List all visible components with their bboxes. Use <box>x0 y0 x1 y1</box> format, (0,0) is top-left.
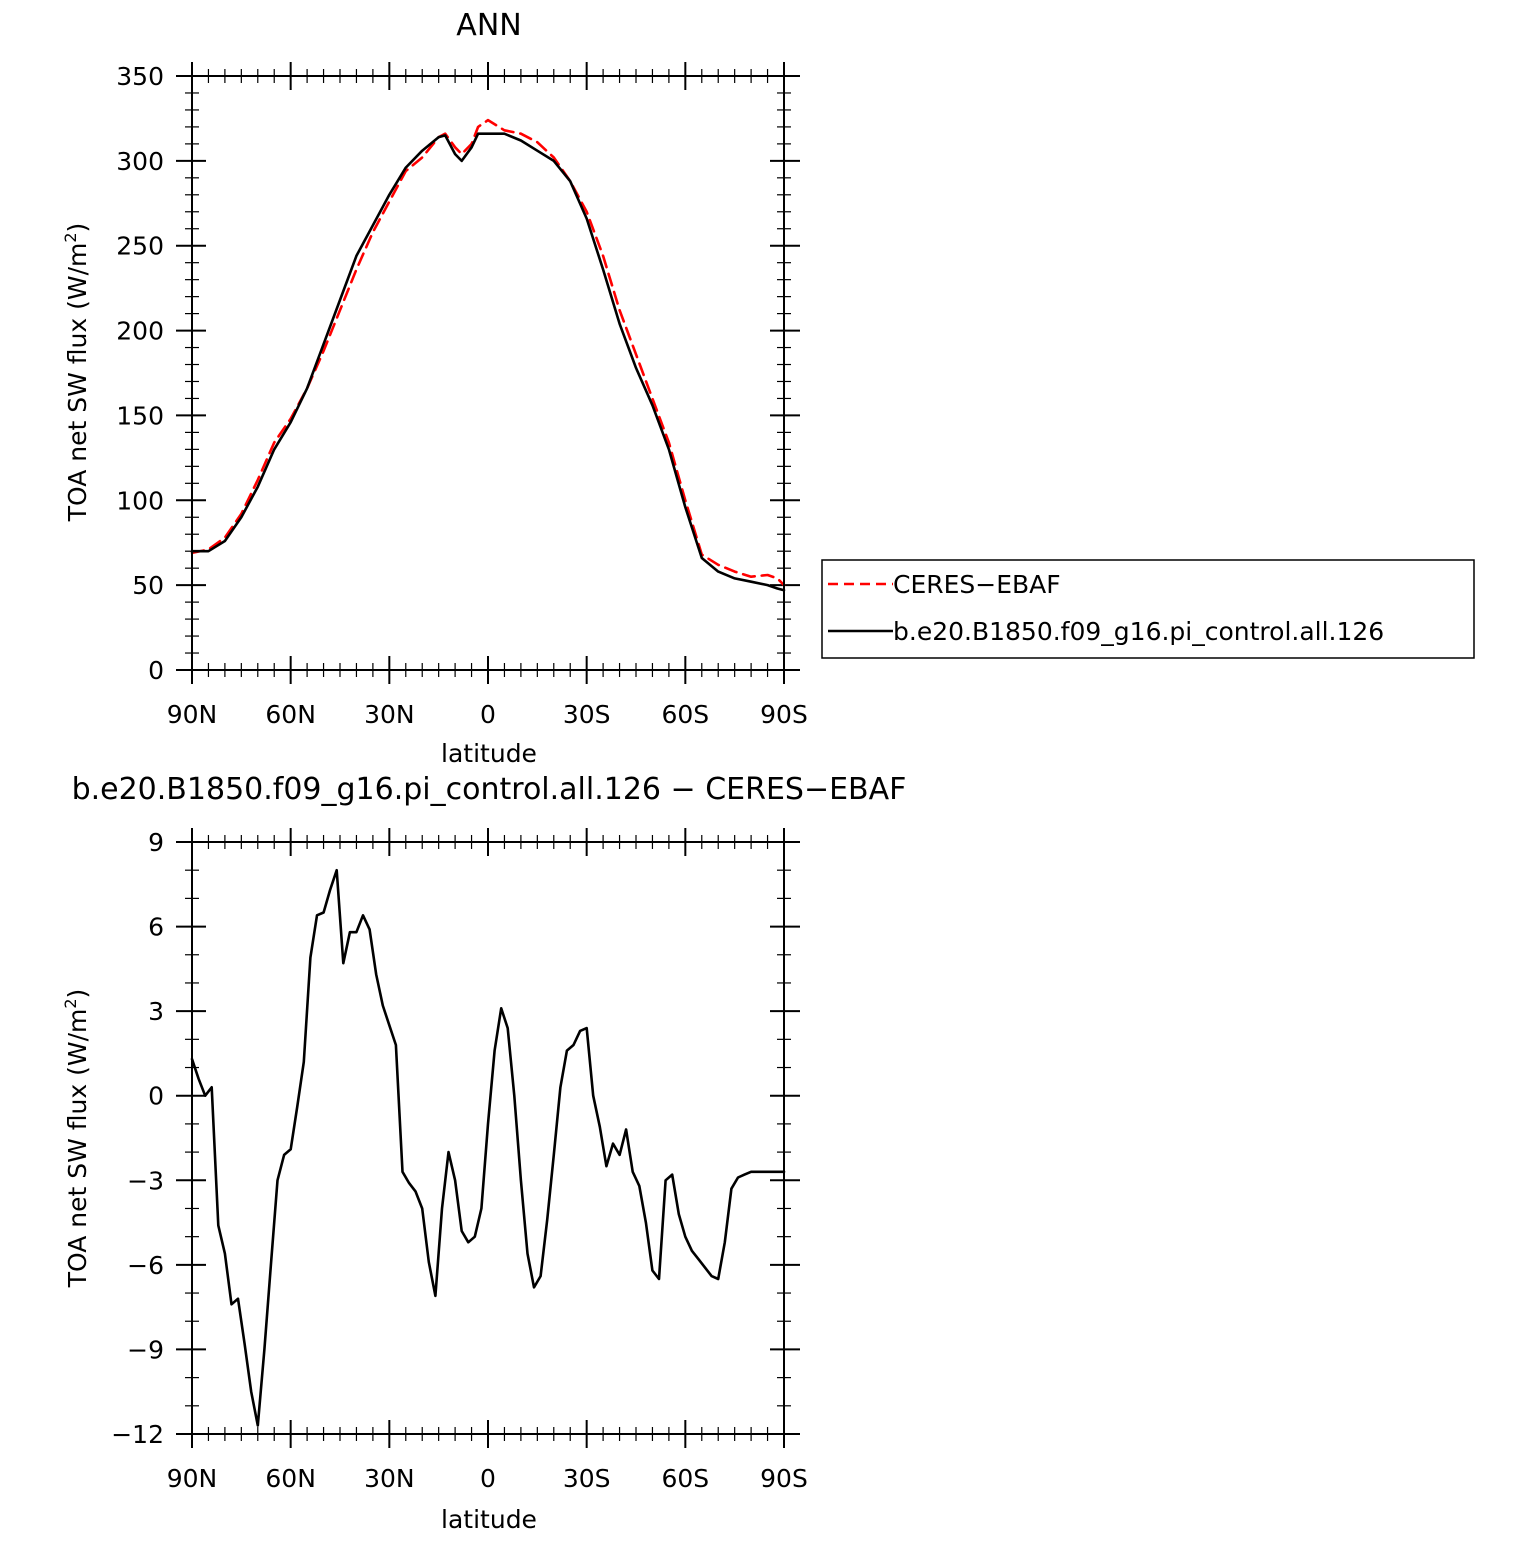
bottom-y-tick-label: 3 <box>148 997 164 1026</box>
legend-label-ceres: CERES−EBAF <box>893 570 1061 599</box>
bottom-y-tick-label: 9 <box>148 828 164 857</box>
top-x-tick-label: 60S <box>661 700 709 729</box>
top-x-tick-label: 90S <box>760 700 808 729</box>
top-y-tick-label: 250 <box>116 232 164 261</box>
top-y-axis-label: TOA net SW flux (W/m2) <box>61 223 92 523</box>
panel-annual-mean: ANN 90N 60N 30N 0 30S 60S 90S 0 50 100 150 200 250 3… <box>61 8 808 768</box>
top-x-tick-label: 30N <box>364 700 415 729</box>
top-x-tick-label: 0 <box>480 700 496 729</box>
top-y-tick-label: 200 <box>116 317 164 346</box>
top-y-tick-labels: 0 50 100 150 200 250 300 350 <box>116 62 164 685</box>
bottom-y-tick-label: −9 <box>127 1335 164 1364</box>
bottom-x-tick-label: 30N <box>364 1464 415 1493</box>
bottom-x-tick-label: 0 <box>480 1464 496 1493</box>
bottom-x-tick-label: 90N <box>167 1464 218 1493</box>
bottom-y-tick-label: −3 <box>127 1166 164 1195</box>
bottom-chart-title: b.e20.B1850.f09_g16.pi_control.all.126 −… <box>72 772 907 807</box>
legend-frame <box>821 559 1475 659</box>
bottom-plot-frame <box>191 841 785 1435</box>
bottom-y-axis-label: TOA net SW flux (W/m2) <box>61 989 92 1289</box>
top-plot-frame <box>191 75 785 671</box>
top-y-tick-label: 350 <box>116 62 164 91</box>
bottom-y-tick-label: −6 <box>127 1251 164 1280</box>
top-axis-ticks <box>176 62 800 684</box>
bottom-x-axis-label: latitude <box>441 1505 537 1534</box>
bottom-y-tick-label: 6 <box>148 913 164 942</box>
bottom-x-tick-label: 60S <box>661 1464 709 1493</box>
top-y-tick-label: 150 <box>116 401 164 430</box>
bottom-x-tick-labels: 90N 60N 30N 0 30S 60S 90S <box>167 1464 808 1493</box>
top-series-line-0 <box>190 118 786 587</box>
bottom-series-line-0 <box>190 868 786 1427</box>
bottom-x-tick-label: 30S <box>563 1464 611 1493</box>
bottom-y-tick-label: 0 <box>148 1082 164 1111</box>
top-x-axis-label: latitude <box>441 739 537 768</box>
top-x-tick-labels: 90N 60N 30N 0 30S 60S 90S <box>167 700 808 729</box>
bottom-x-tick-label: 60N <box>265 1464 316 1493</box>
bottom-y-tick-labels: −12 −9 −6 −3 0 3 6 9 <box>111 828 164 1449</box>
bottom-x-tick-label: 90S <box>760 1464 808 1493</box>
top-y-tick-label: 100 <box>116 486 164 515</box>
top-series-line-1 <box>190 132 786 592</box>
top-series-group <box>190 118 786 592</box>
top-y-tick-label: 300 <box>116 147 164 176</box>
panel-difference: b.e20.B1850.f09_g16.pi_control.all.126 −… <box>61 772 906 1534</box>
top-x-tick-label: 90N <box>167 700 218 729</box>
top-chart-title: ANN <box>456 8 521 43</box>
legend-label-model: b.e20.B1850.f09_g16.pi_control.all.126 <box>893 617 1384 646</box>
legend: CERES−EBAF b.e20.B1850.f09_g16.pi_contro… <box>821 559 1475 659</box>
bottom-series-group <box>190 868 786 1427</box>
bottom-y-tick-label: −12 <box>111 1420 164 1449</box>
top-x-tick-label: 30S <box>563 700 611 729</box>
top-x-tick-label: 60N <box>265 700 316 729</box>
top-y-tick-label: 50 <box>132 571 164 600</box>
top-y-tick-label: 0 <box>148 656 164 685</box>
